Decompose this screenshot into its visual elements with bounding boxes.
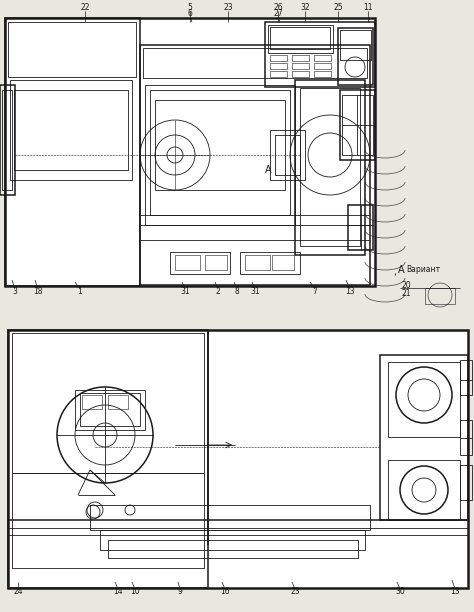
Bar — [275, 135, 300, 175]
Bar — [245, 255, 270, 270]
Bar — [0, 85, 15, 195]
Bar — [270, 130, 305, 180]
Bar — [205, 255, 227, 270]
Bar — [12, 333, 204, 473]
Text: 31: 31 — [250, 288, 260, 296]
Bar — [175, 255, 200, 270]
Text: 3: 3 — [13, 288, 18, 296]
Bar — [140, 45, 370, 285]
Bar — [8, 330, 468, 588]
Bar — [348, 205, 373, 250]
Bar — [265, 22, 375, 87]
Text: 10: 10 — [130, 588, 140, 597]
Text: 8: 8 — [235, 288, 239, 296]
Text: 7: 7 — [312, 288, 318, 296]
Bar — [75, 390, 145, 430]
Text: Вариант: Вариант — [406, 266, 440, 275]
Bar — [5, 18, 375, 288]
Text: 6: 6 — [188, 10, 192, 18]
Text: 21: 21 — [401, 288, 411, 297]
Bar — [5, 18, 140, 286]
Bar — [143, 48, 367, 78]
Text: 13: 13 — [450, 588, 460, 597]
Bar — [295, 80, 365, 255]
Text: 23: 23 — [290, 588, 300, 597]
Text: 13: 13 — [345, 288, 355, 296]
Bar — [240, 252, 300, 274]
Bar — [10, 80, 132, 180]
Bar — [292, 63, 309, 69]
Text: 1: 1 — [78, 288, 82, 296]
Bar — [14, 90, 128, 170]
Text: 30: 30 — [395, 588, 405, 597]
Bar — [145, 85, 295, 225]
Bar — [314, 63, 331, 69]
Text: 14: 14 — [113, 588, 123, 597]
Bar — [380, 355, 468, 520]
Text: 31: 31 — [180, 288, 190, 296]
Bar — [292, 55, 309, 61]
Bar — [425, 288, 455, 304]
Text: 9: 9 — [178, 588, 182, 597]
Text: 18: 18 — [33, 288, 43, 296]
Text: A: A — [264, 165, 271, 175]
Text: 32: 32 — [300, 4, 310, 12]
Bar — [8, 330, 208, 588]
Bar — [108, 540, 358, 558]
Bar — [150, 90, 290, 215]
Bar — [314, 71, 331, 77]
Bar — [460, 360, 472, 395]
Text: 5: 5 — [188, 4, 192, 12]
Bar — [314, 55, 331, 61]
Bar — [292, 71, 309, 77]
Bar — [340, 30, 371, 60]
Text: 22: 22 — [80, 4, 90, 12]
Bar — [80, 393, 140, 426]
Bar — [300, 88, 360, 246]
Bar — [5, 18, 375, 286]
Bar — [270, 55, 287, 61]
Bar — [340, 90, 375, 160]
Bar — [108, 395, 128, 409]
Text: 25: 25 — [333, 4, 343, 12]
Bar — [270, 71, 287, 77]
Text: 27: 27 — [273, 10, 283, 18]
Text: 11: 11 — [363, 4, 373, 12]
Bar — [100, 530, 365, 550]
Bar — [170, 252, 230, 274]
Text: 20: 20 — [401, 280, 411, 289]
Bar — [272, 255, 294, 270]
Bar — [8, 330, 468, 588]
Text: A: A — [398, 265, 405, 275]
Bar — [90, 505, 370, 530]
Text: 23: 23 — [223, 4, 233, 12]
Bar — [342, 95, 373, 155]
Bar — [388, 362, 460, 437]
Bar — [8, 22, 136, 77]
Bar — [270, 27, 330, 49]
Bar — [82, 395, 102, 409]
Text: 24: 24 — [13, 588, 23, 597]
Bar — [2, 90, 12, 190]
Bar — [268, 25, 333, 53]
Text: 16: 16 — [220, 588, 230, 597]
Bar — [155, 100, 285, 190]
Text: 26: 26 — [273, 4, 283, 12]
Bar — [270, 63, 287, 69]
Bar — [460, 465, 472, 500]
Bar — [388, 460, 460, 520]
Bar — [12, 473, 204, 568]
Bar — [338, 28, 373, 85]
Bar — [460, 420, 472, 455]
Text: 2: 2 — [216, 288, 220, 296]
